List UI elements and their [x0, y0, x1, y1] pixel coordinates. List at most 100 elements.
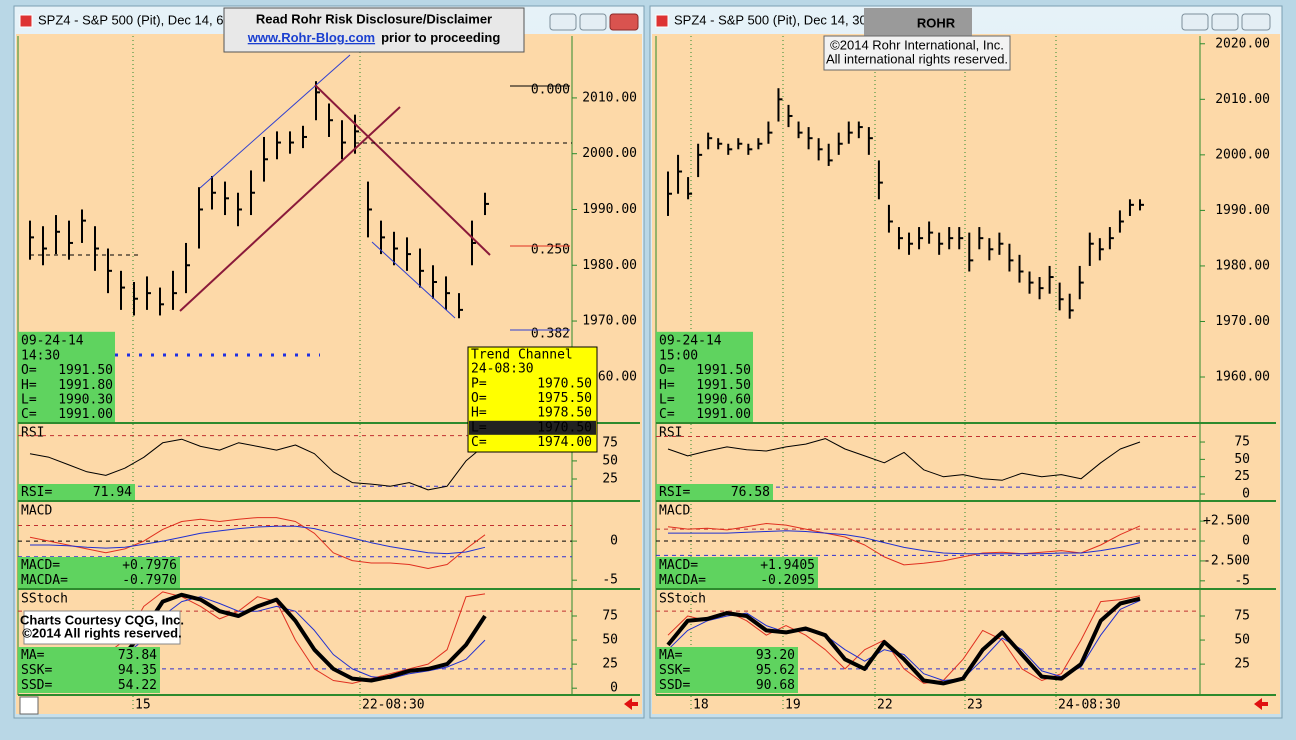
readout-value: 93.20 [756, 648, 795, 663]
y-tick-label: 50 [602, 453, 618, 468]
y-tick-label: 25 [602, 657, 618, 672]
indicator-line [666, 596, 1141, 686]
logo-box [864, 8, 972, 38]
y-tick-label: 1980.00 [1215, 258, 1270, 273]
close-button[interactable] [609, 13, 639, 31]
courtesy-text: ©2014 All rights reserved. [22, 625, 181, 640]
channel-line [199, 54, 351, 189]
info-time: 14:30 [21, 348, 60, 363]
readout-label: SSD= [21, 678, 52, 693]
info-label: C= [659, 407, 675, 422]
y-tick-label: 1970.00 [1215, 314, 1270, 329]
y-tick-label: +2.500 [1203, 514, 1250, 529]
title-icon [655, 14, 669, 28]
readout-value: 95.62 [756, 663, 795, 678]
info-value: 1991.00 [58, 407, 113, 422]
info-label: C= [21, 407, 37, 422]
fib-label: 0.382 [531, 327, 570, 342]
readout-value: +0.7976 [122, 558, 177, 573]
trend-highlight [469, 420, 596, 435]
trend-label: C= [471, 435, 487, 450]
readout-box [656, 484, 773, 500]
y-tick-label: 75 [1234, 435, 1250, 450]
y-tick-label: -5 [602, 573, 618, 588]
indicator-line [668, 530, 1141, 555]
indicator-line [667, 438, 1141, 481]
disclaimer-box[interactable] [223, 7, 525, 53]
y-tick-label: 1960.00 [1215, 370, 1270, 385]
chart-area [652, 34, 1280, 714]
maximize-button[interactable] [1211, 13, 1239, 31]
y-tick-label: 50 [602, 633, 618, 648]
info-label: O= [21, 363, 37, 378]
readout-value: -0.7970 [122, 573, 177, 588]
info-label: H= [659, 378, 675, 393]
indicator-line [30, 525, 486, 555]
y-tick-label: 0 [1242, 534, 1250, 549]
trend-line [314, 84, 491, 256]
y-tick-label: 75 [602, 435, 618, 450]
y-tick-label: 0 [1242, 487, 1250, 502]
copyright-text: ©2014 Rohr International, Inc. [830, 37, 1004, 52]
trend-value: 1974.00 [537, 435, 592, 450]
y-tick-label: 75 [1234, 608, 1250, 623]
readout-label: MACD= [21, 558, 60, 573]
date-label: 23 [967, 698, 983, 713]
y-tick-label: 2000.00 [582, 146, 637, 161]
y-tick-label: 50 [1234, 452, 1250, 467]
y-tick-label: 1990.00 [1215, 203, 1270, 218]
y-tick-label: 25 [1234, 657, 1250, 672]
drawings [30, 54, 572, 357]
info-value: 1991.50 [696, 363, 751, 378]
readout-value: +1.9405 [760, 558, 815, 573]
minimize-button[interactable] [549, 13, 577, 31]
trend-label: O= [471, 391, 487, 406]
y-tick-label: 2020.00 [1215, 36, 1270, 51]
indicator-line [29, 517, 486, 569]
info-value: 1991.50 [58, 363, 113, 378]
readout-label: MACD= [659, 558, 698, 573]
trend-title: Trend Channel [471, 348, 573, 363]
trend-value: 1970.50 [537, 377, 592, 392]
disclaimer-link[interactable]: www.Rohr-Blog.com [247, 30, 375, 45]
close-button[interactable] [1241, 13, 1271, 31]
indicator-line [667, 595, 1141, 684]
fib-label: 0.250 [531, 243, 570, 258]
panel-name: MACD [21, 504, 52, 519]
date-label: 19 [785, 698, 801, 713]
readout-value: 73.84 [118, 648, 157, 663]
info-label: L= [659, 392, 675, 407]
info-date: 09-24-14 [659, 334, 722, 349]
trend-label: P= [471, 377, 487, 392]
scroll-arrow[interactable] [1254, 698, 1268, 710]
readout-box [18, 484, 135, 500]
courtesy-box [23, 610, 181, 645]
copyright-text: All international rights reserved. [826, 51, 1008, 66]
scroll-arrow[interactable] [624, 698, 638, 710]
readout-value: 94.35 [118, 663, 157, 678]
readout-label: SSD= [659, 678, 690, 693]
y-tick-label: 0 [610, 534, 618, 549]
y-tick-label: 1970.00 [582, 314, 637, 329]
copyright-box [823, 35, 1011, 71]
trend-value: 1975.50 [537, 391, 592, 406]
y-tick-label: 1980.00 [582, 258, 637, 273]
trend-label: H= [471, 406, 487, 421]
info-date: 09-24-14 [21, 334, 84, 349]
title-icon [19, 14, 33, 28]
y-tick-label: 0 [610, 681, 618, 696]
trend-line [179, 106, 401, 312]
readout-label: RSI= [21, 485, 52, 500]
readout-label: SSK= [21, 663, 52, 678]
panel-name: RSI [21, 426, 44, 441]
info-value: 1990.30 [58, 392, 113, 407]
maximize-button[interactable] [579, 13, 607, 31]
minimize-button[interactable] [1181, 13, 1209, 31]
date-label: 22 [877, 698, 893, 713]
corner-box[interactable] [19, 696, 39, 715]
readout-box [18, 647, 160, 693]
y-tick-label: 50 [1234, 633, 1250, 648]
readout-value: 76.58 [731, 485, 770, 500]
panel-name: RSI [659, 426, 682, 441]
date-label: 15 [135, 698, 151, 713]
